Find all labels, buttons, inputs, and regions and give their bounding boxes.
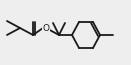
Text: O: O xyxy=(42,24,50,32)
